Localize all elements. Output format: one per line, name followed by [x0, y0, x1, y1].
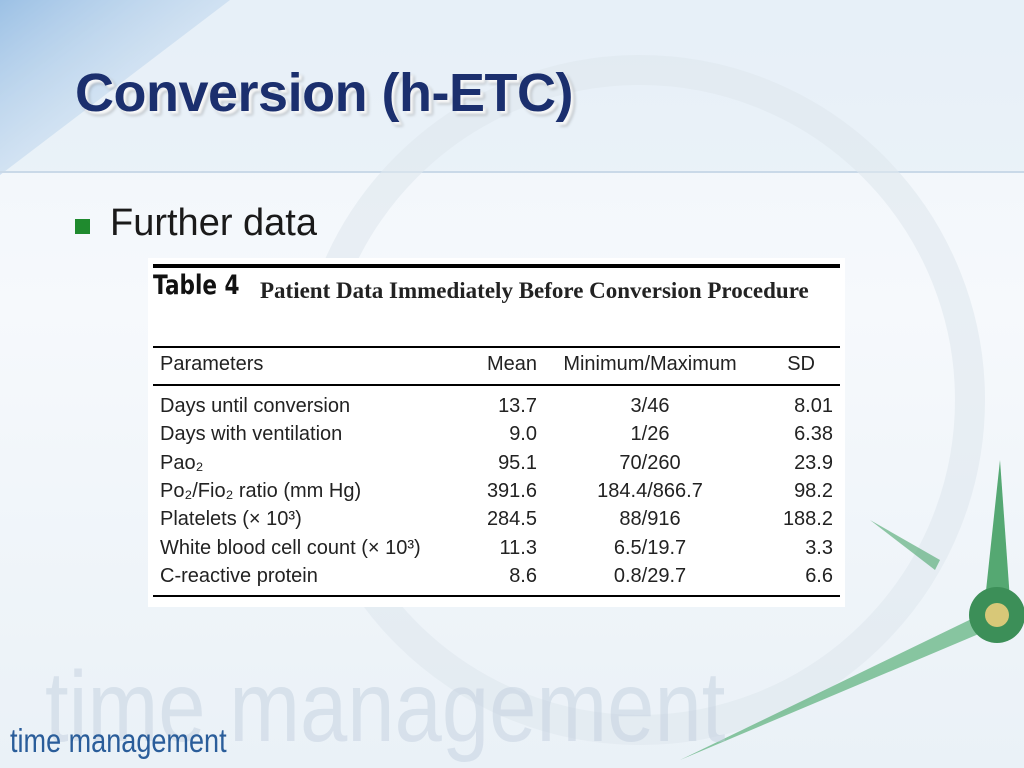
table-cell: White blood cell count (× 10³) — [160, 536, 421, 559]
table-rule — [153, 595, 840, 597]
column-header: SD — [787, 353, 815, 375]
table-cell: Days with ventilation — [160, 423, 343, 446]
table-cell: 11.3 — [499, 536, 537, 559]
table: Table 4 Patient Data Immediately Before … — [148, 258, 845, 607]
column-header: Minimum/Maximum — [563, 353, 737, 375]
table-cell: Pao₂ — [160, 451, 204, 474]
table-cell: 8.01 — [794, 395, 833, 417]
table-rule — [153, 384, 840, 386]
table-cell: 284.5 — [486, 508, 537, 531]
table-cell: 8.6 — [509, 564, 537, 587]
column-header: Parameters — [160, 353, 264, 375]
table-cell: C-reactive protein — [160, 564, 318, 587]
table-cell: 0.8/29.7 — [613, 564, 687, 587]
footer-label: time management — [10, 722, 227, 759]
watermark: time management — [45, 651, 726, 763]
table-rule — [153, 264, 840, 268]
table-cell: 6.38 — [794, 423, 833, 446]
table-cell: 70/260 — [619, 451, 681, 474]
bullet-text: Further data — [110, 202, 317, 244]
table-cell: 188.2 — [782, 508, 833, 531]
table-cell: Po₂/Fio₂ ratio (mm Hg) — [160, 479, 362, 502]
table-cell: Platelets (× 10³) — [160, 508, 302, 531]
table-cell: 6.6 — [805, 564, 833, 587]
bullet-icon — [75, 219, 90, 234]
table-rule — [153, 346, 840, 348]
column-header: Mean — [486, 353, 537, 375]
table-caption: Patient Data Immediately Before Conversi… — [260, 278, 809, 303]
table-cell: 3.3 — [805, 536, 833, 559]
table-cell: 9.0 — [509, 423, 537, 446]
table-cell: 13.7 — [498, 395, 537, 417]
table-cell: 95.1 — [498, 451, 537, 474]
table-cell: 6.5/19.7 — [613, 536, 687, 559]
table-cell: Days until conversion — [160, 395, 351, 417]
table-label: Table 4 — [153, 270, 240, 301]
table-cell: 1/26 — [630, 423, 670, 446]
table-cell: 98.2 — [794, 479, 833, 502]
table-cell: 184.4/866.7 — [597, 479, 703, 502]
table-cell: 23.9 — [794, 451, 833, 474]
slide-title: Conversion (h-ETC) — [75, 63, 574, 123]
table-cell: 391.6 — [486, 479, 537, 502]
table-cell: 88/916 — [619, 508, 681, 531]
table-cell: 3/46 — [630, 395, 670, 417]
